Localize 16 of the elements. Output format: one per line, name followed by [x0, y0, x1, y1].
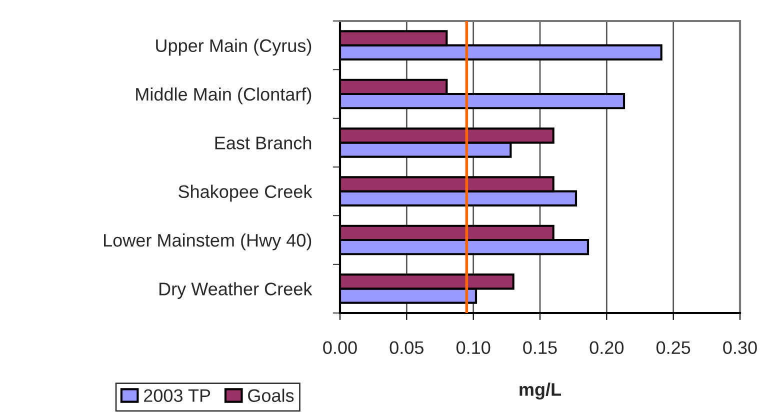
- x-tick-label: 0.00: [323, 341, 357, 354]
- y-tick-label: Dry Weather Creek: [160, 282, 312, 299]
- y-tick-label: Upper Main (Cyrus): [156, 38, 312, 56]
- x-tick-label: 0.05: [390, 341, 424, 354]
- x-tick-label: 0.15: [523, 341, 557, 354]
- x-tick-label: 0.20: [590, 341, 624, 354]
- y-tick-label: East Branch: [215, 136, 312, 150]
- y-tick-label: Shakopee Creek: [178, 184, 312, 202]
- x-tick-label: 0.30: [723, 341, 757, 354]
- y-tick-label: Lower Mainstem (Hwy 40): [104, 233, 312, 250]
- x-axis-title: mg/L: [520, 382, 562, 400]
- x-tick-label: 0.25: [656, 341, 690, 354]
- x-tick-label: 0.10: [456, 341, 490, 354]
- legend-label: 2003 TP: [144, 389, 210, 402]
- y-tick-label: Middle Main (Clontarf): [136, 87, 312, 104]
- legend-label: Goals: [248, 388, 294, 402]
